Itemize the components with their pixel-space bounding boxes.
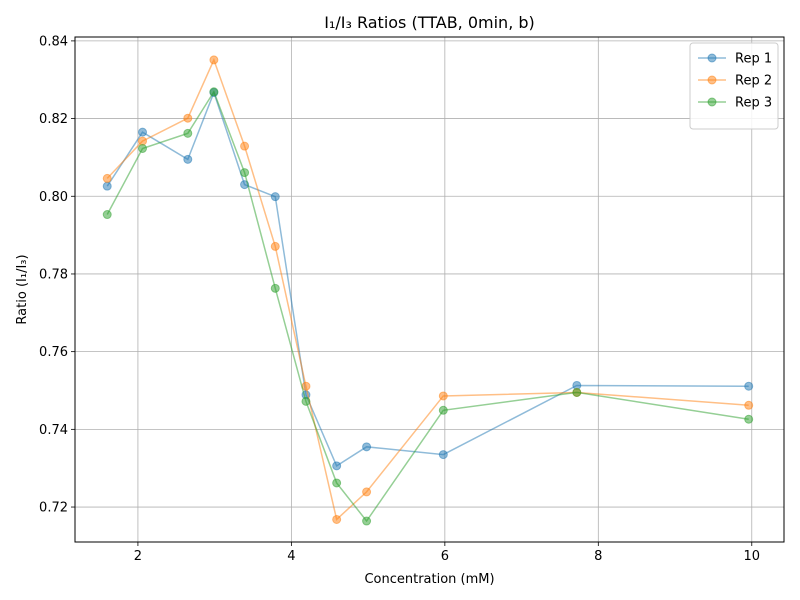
data-point [744, 414, 754, 424]
series-line [106, 90, 749, 467]
data-point [332, 514, 342, 524]
data-point [744, 381, 754, 391]
data-point [138, 127, 148, 137]
data-point [240, 141, 250, 151]
series-rep-3 [102, 87, 754, 526]
y-tick-label: 0.76 [39, 345, 68, 360]
data-point [362, 516, 372, 526]
legend-marker [707, 53, 717, 63]
x-tick-label: 10 [743, 549, 760, 564]
data-point [572, 387, 582, 397]
axis-ticks: 2 4 6 8 10 0.72 0.74 0.76 0.78 0.80 0.82 0.84 [39, 34, 760, 564]
y-axis-label: Ratio (I₁/I₃) [15, 254, 30, 324]
x-tick-label: 4 [287, 549, 295, 564]
series-line [106, 90, 749, 523]
data-point [138, 143, 148, 153]
data-point [362, 487, 372, 497]
y-tick-label: 0.78 [39, 267, 68, 282]
data-point [102, 173, 112, 183]
plot-series [102, 55, 754, 526]
data-point [209, 87, 219, 97]
data-point [270, 241, 280, 251]
plot-area-frame [74, 36, 785, 543]
data-point [301, 396, 311, 406]
x-tick-label: 6 [441, 549, 449, 564]
y-tick-label: 0.82 [39, 112, 68, 127]
legend-label: Rep 2 [735, 74, 772, 89]
legend: Rep 1 Rep 2 Rep 3 [689, 42, 779, 130]
gridlines [75, 37, 784, 542]
data-point [209, 55, 219, 65]
x-axis-label: Concentration (mM) [364, 572, 494, 587]
x-tick-label: 2 [134, 549, 142, 564]
legend-label: Rep 1 [735, 52, 772, 67]
legend-box [689, 42, 779, 130]
data-point [438, 405, 448, 415]
legend-label: Rep 3 [735, 96, 772, 111]
data-point [183, 154, 193, 164]
series-line [106, 57, 749, 521]
data-point [270, 192, 280, 202]
data-point [332, 461, 342, 471]
data-point [438, 391, 448, 401]
data-point [438, 450, 448, 460]
data-point [332, 478, 342, 488]
data-point [270, 283, 280, 293]
legend-marker [707, 75, 717, 85]
data-point [362, 442, 372, 452]
chart-title: I₁/I₃ Ratios (TTAB, 0min, b) [324, 13, 535, 32]
data-point [102, 210, 112, 220]
x-tick-label: 8 [594, 549, 602, 564]
y-tick-label: 0.84 [39, 34, 68, 49]
y-tick-label: 0.72 [39, 501, 68, 516]
data-point [183, 128, 193, 138]
series-rep-2 [102, 55, 754, 524]
data-point [138, 136, 148, 146]
legend-marker [707, 97, 717, 107]
data-point [240, 168, 250, 178]
data-point [102, 181, 112, 191]
data-point [183, 113, 193, 123]
y-tick-label: 0.74 [39, 423, 68, 438]
y-tick-label: 0.80 [39, 190, 68, 205]
data-point [744, 400, 754, 410]
